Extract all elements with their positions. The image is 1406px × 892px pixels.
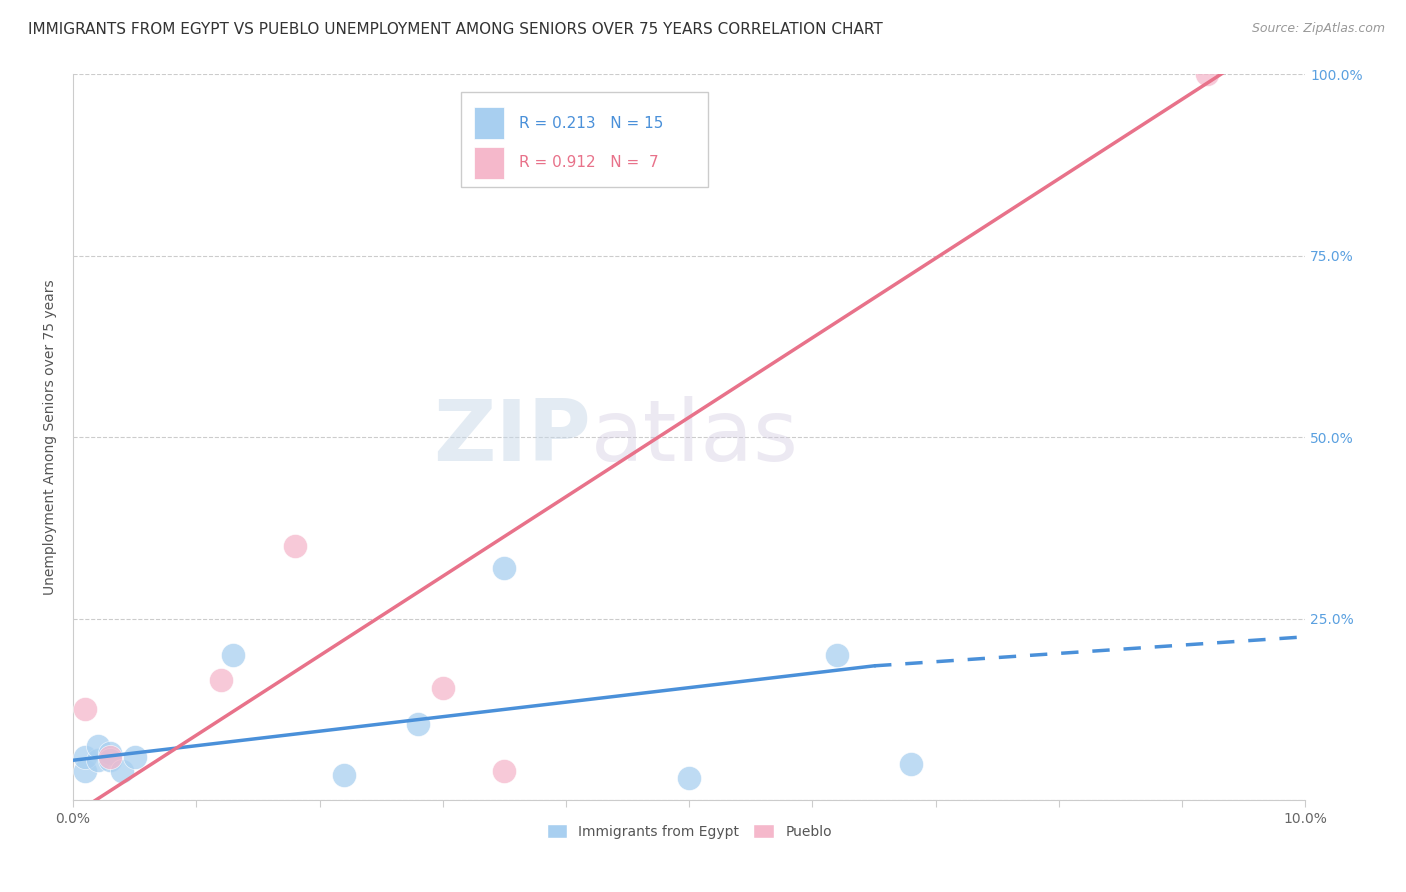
Bar xyxy=(474,107,505,139)
Point xyxy=(494,764,516,779)
Point xyxy=(75,749,97,764)
Text: ZIP: ZIP xyxy=(433,396,591,479)
Point xyxy=(209,673,232,688)
Point xyxy=(87,739,110,753)
Point xyxy=(222,648,245,662)
Point xyxy=(900,756,922,771)
Point xyxy=(98,753,121,767)
Text: Source: ZipAtlas.com: Source: ZipAtlas.com xyxy=(1251,22,1385,36)
Point xyxy=(494,561,516,575)
Point xyxy=(432,681,454,695)
Point xyxy=(406,717,429,731)
Y-axis label: Unemployment Among Seniors over 75 years: Unemployment Among Seniors over 75 years xyxy=(44,279,58,595)
Point xyxy=(124,749,146,764)
Text: R = 0.213   N = 15: R = 0.213 N = 15 xyxy=(519,116,664,130)
Point xyxy=(678,772,700,786)
Text: IMMIGRANTS FROM EGYPT VS PUEBLO UNEMPLOYMENT AMONG SENIORS OVER 75 YEARS CORRELA: IMMIGRANTS FROM EGYPT VS PUEBLO UNEMPLOY… xyxy=(28,22,883,37)
Point xyxy=(825,648,848,662)
Point xyxy=(87,753,110,767)
Point xyxy=(1195,67,1218,81)
Point xyxy=(98,746,121,760)
Point xyxy=(75,764,97,779)
Point xyxy=(111,764,134,779)
Point xyxy=(284,539,307,553)
Legend: Immigrants from Egypt, Pueblo: Immigrants from Egypt, Pueblo xyxy=(541,818,838,844)
FancyBboxPatch shape xyxy=(461,92,707,186)
Point xyxy=(333,768,356,782)
Point xyxy=(98,749,121,764)
Text: R = 0.912   N =  7: R = 0.912 N = 7 xyxy=(519,155,659,170)
Text: atlas: atlas xyxy=(591,396,799,479)
Point xyxy=(75,702,97,716)
Bar xyxy=(474,146,505,179)
